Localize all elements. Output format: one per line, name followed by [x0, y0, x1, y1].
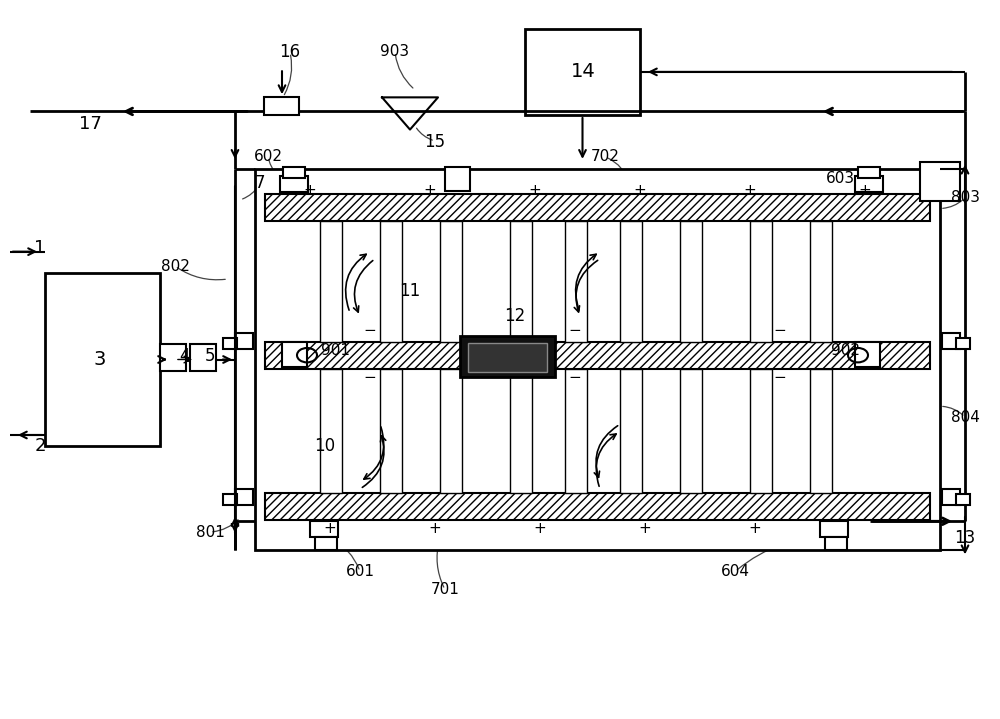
Text: 2: 2: [34, 436, 46, 455]
Text: 902: 902: [830, 344, 860, 358]
Text: 901: 901: [320, 344, 350, 358]
Bar: [858, 167, 880, 178]
Bar: [680, 369, 702, 493]
Text: +: +: [324, 521, 336, 536]
Text: +: +: [424, 183, 436, 198]
Bar: [942, 489, 960, 505]
Bar: [942, 333, 960, 349]
Text: +: +: [429, 521, 441, 536]
Text: 603: 603: [825, 171, 855, 186]
Text: 602: 602: [254, 150, 283, 164]
Bar: [320, 369, 342, 493]
Bar: [310, 521, 338, 537]
Text: +: +: [859, 183, 871, 198]
Bar: [255, 169, 940, 550]
Bar: [510, 369, 532, 493]
Bar: [565, 369, 587, 493]
Bar: [460, 336, 555, 377]
Bar: [855, 342, 880, 367]
Bar: [160, 344, 186, 371]
Text: −: −: [364, 324, 376, 338]
Bar: [825, 537, 847, 550]
Text: 604: 604: [720, 564, 750, 579]
Text: 801: 801: [196, 525, 224, 539]
Bar: [810, 369, 832, 493]
Bar: [190, 344, 216, 371]
Bar: [445, 167, 470, 191]
Text: 4: 4: [180, 347, 190, 365]
Bar: [510, 221, 532, 342]
Bar: [565, 221, 587, 342]
Bar: [235, 333, 253, 349]
Bar: [223, 338, 237, 349]
Text: 3: 3: [94, 350, 106, 369]
Bar: [282, 342, 307, 367]
Text: 903: 903: [380, 45, 410, 59]
Text: 601: 601: [346, 564, 374, 579]
Bar: [223, 494, 237, 505]
Bar: [283, 167, 305, 178]
Bar: [265, 342, 930, 369]
Bar: [820, 521, 848, 537]
Text: 11: 11: [399, 282, 421, 301]
Text: 15: 15: [424, 133, 446, 152]
Bar: [525, 29, 640, 115]
Bar: [440, 369, 462, 493]
Bar: [315, 537, 337, 550]
Text: +: +: [639, 521, 651, 536]
Bar: [620, 369, 642, 493]
Text: +: +: [744, 183, 756, 198]
Bar: [265, 194, 930, 221]
Text: 13: 13: [954, 528, 976, 547]
Bar: [956, 494, 970, 505]
Bar: [855, 176, 883, 192]
Bar: [440, 221, 462, 342]
Bar: [920, 162, 960, 201]
Text: 10: 10: [314, 436, 336, 455]
Text: 16: 16: [279, 43, 301, 62]
Text: +: +: [529, 183, 541, 198]
Bar: [280, 176, 308, 192]
Text: +: +: [534, 521, 546, 536]
Bar: [235, 489, 253, 505]
Bar: [680, 221, 702, 342]
Text: 7: 7: [255, 174, 265, 193]
Text: −: −: [569, 370, 581, 385]
Text: 14: 14: [571, 63, 595, 81]
Bar: [320, 221, 342, 342]
Text: 701: 701: [431, 582, 459, 597]
Text: 5: 5: [205, 347, 215, 365]
Bar: [264, 97, 299, 115]
Text: −: −: [364, 370, 376, 385]
Bar: [620, 221, 642, 342]
Text: 12: 12: [504, 307, 526, 326]
Bar: [956, 338, 970, 349]
Bar: [750, 221, 772, 342]
Text: 17: 17: [79, 114, 101, 133]
Bar: [468, 343, 547, 372]
Text: −: −: [569, 324, 581, 338]
Text: 702: 702: [591, 150, 619, 164]
Text: +: +: [749, 521, 761, 536]
Text: 803: 803: [950, 191, 980, 205]
Bar: [45, 273, 160, 446]
Text: 804: 804: [951, 410, 979, 424]
Text: −: −: [774, 370, 786, 385]
Bar: [380, 369, 402, 493]
Text: −: −: [774, 324, 786, 338]
Bar: [265, 493, 930, 520]
Text: 802: 802: [161, 259, 189, 273]
Text: +: +: [634, 183, 646, 198]
Text: +: +: [304, 183, 316, 198]
Bar: [380, 221, 402, 342]
Text: 1: 1: [34, 239, 46, 257]
Bar: [750, 369, 772, 493]
Bar: [810, 221, 832, 342]
